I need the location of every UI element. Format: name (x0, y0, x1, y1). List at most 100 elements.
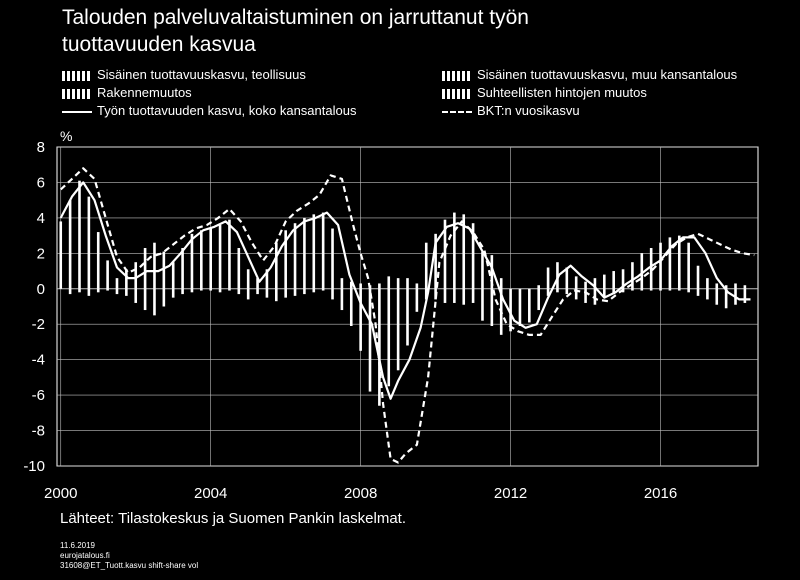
legend-item-other-economy: Sisäinen tuottavuuskasvu, muu kansantalo… (442, 66, 737, 84)
bar-negative (603, 288, 606, 298)
legend-swatch-bars (442, 70, 472, 81)
bar-negative (171, 288, 175, 298)
bar-positive (68, 200, 72, 289)
bar-negative (443, 288, 447, 303)
bar-negative (246, 288, 250, 300)
bar-positive (471, 223, 475, 289)
bar-positive (228, 219, 231, 289)
bar-negative (706, 288, 709, 300)
bar-positive (490, 255, 494, 289)
bar-positive (612, 271, 615, 289)
x-tick-label: 2000 (44, 485, 77, 502)
bar-negative (546, 288, 550, 296)
bar-negative (396, 288, 400, 371)
bar-negative (284, 288, 287, 298)
bar-negative (256, 288, 259, 295)
bar-positive (537, 285, 541, 289)
bar-negative (153, 288, 156, 316)
y-tick-label: 8 (37, 139, 45, 156)
bar-positive (649, 248, 653, 289)
bar-positive (415, 283, 419, 289)
bar-positive (181, 248, 184, 289)
bar-positive (584, 281, 587, 289)
bar-positive (706, 278, 709, 289)
bar-negative (312, 288, 316, 293)
bar-negative (96, 288, 100, 293)
bar-negative (677, 288, 681, 291)
bar-negative (490, 288, 494, 326)
legend-label: BKT:n vuosikasvu (477, 103, 580, 118)
legend-swatch-bars (62, 88, 92, 99)
bar-positive (631, 262, 634, 289)
legend-item-relative-prices: Suhteellisten hintojen muutos (442, 84, 647, 102)
legend-item-industry: Sisäinen tuottavuuskasvu, teollisuus (62, 66, 306, 84)
bar-positive (481, 251, 484, 289)
bar-negative (387, 288, 391, 387)
bar-positive (171, 262, 175, 289)
bar-positive (312, 214, 316, 289)
bar-positive (190, 233, 194, 289)
legend-label: Sisäinen tuottavuuskasvu, muu kansantalo… (477, 67, 738, 82)
bar-positive (387, 276, 391, 289)
bar-negative (349, 288, 353, 326)
legend: Sisäinen tuottavuuskasvu, teollisuus Sis… (62, 66, 782, 122)
bar-negative (584, 288, 587, 303)
chart-title-line1: Talouden palveluvaltaistuminen on jarrut… (62, 6, 529, 29)
bar-positive (284, 230, 287, 289)
bar-positive (303, 217, 306, 289)
bar-positive (246, 269, 250, 289)
bar-negative (237, 288, 241, 295)
bar-negative (715, 288, 719, 305)
x-tick-label: 2016 (644, 485, 677, 502)
bar-negative (612, 288, 615, 295)
bar-positive (743, 285, 747, 289)
bar-positive (734, 283, 737, 289)
bar-positive (462, 214, 466, 289)
bar-positive (274, 242, 278, 289)
meta-file: 31608@ET_Tuott.kasvu shift-share vol (60, 561, 199, 570)
bar-positive (293, 223, 297, 289)
bar-negative (162, 288, 166, 307)
bar-positive (424, 242, 428, 289)
bar-negative (181, 288, 184, 295)
bar-negative (87, 288, 91, 296)
bar-negative (106, 288, 109, 291)
x-tick-label: 2004 (194, 485, 227, 502)
bar-positive (724, 285, 728, 289)
x-tick-label: 2008 (344, 485, 377, 502)
bar-negative (528, 288, 531, 323)
bar-negative (331, 288, 334, 300)
source-note: Lähteet: Tilastokeskus ja Suomen Pankin … (60, 510, 407, 527)
bar-negative (565, 288, 569, 295)
bar-positive (659, 242, 662, 289)
bar-positive (378, 283, 381, 289)
bar-negative (293, 288, 297, 296)
bar-positive (434, 233, 437, 289)
bar-negative (453, 288, 456, 303)
y-tick-label: -8 (32, 423, 45, 440)
legend-swatch-dashed (442, 110, 472, 113)
bar-positive (200, 230, 203, 289)
bar-positive (78, 180, 81, 289)
bar-negative (406, 288, 409, 346)
bar-negative (424, 288, 428, 300)
bar-negative (125, 288, 128, 296)
bar-positive (640, 253, 644, 289)
bar-negative (303, 288, 306, 295)
meta-date: 11.6.2019 (60, 541, 95, 550)
y-tick-label: -10 (23, 458, 45, 475)
chart-title: Talouden palveluvaltaistuminen on jarrut… (62, 4, 762, 58)
bar-negative (378, 288, 381, 406)
legend-item-structural-change: Rakennemuutos (62, 84, 192, 102)
bar-negative (743, 288, 747, 303)
legend-label: Työn tuottavuuden kasvu, koko kansantalo… (97, 103, 357, 118)
bar-positive (621, 269, 625, 289)
y-axis-unit: % (60, 128, 73, 144)
series-line-productivity (59, 181, 751, 400)
bar-negative (321, 288, 325, 291)
bar-negative (143, 288, 147, 311)
bar-positive (603, 274, 606, 289)
bar-positive (106, 260, 109, 289)
bar-negative (218, 288, 222, 293)
